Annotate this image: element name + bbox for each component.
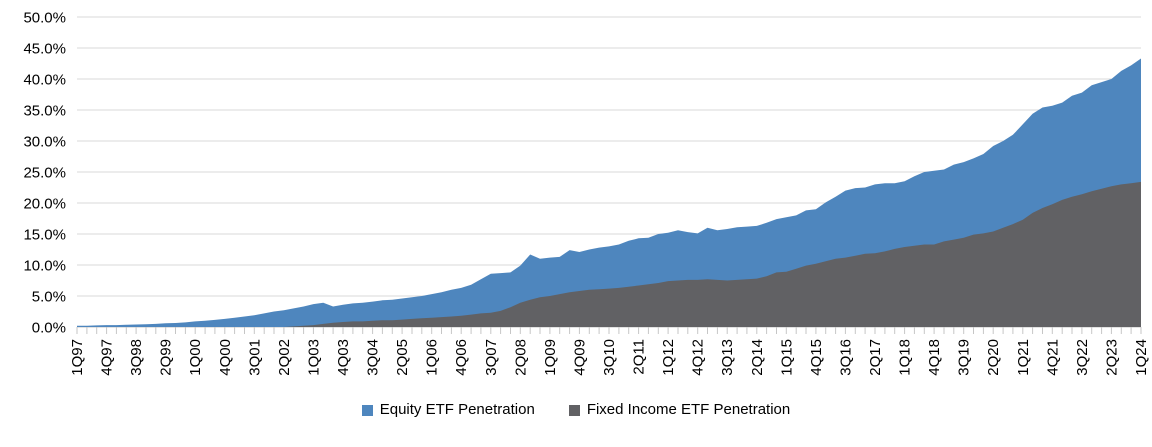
svg-text:3Q13: 3Q13 <box>719 339 736 376</box>
svg-text:50.0%: 50.0% <box>23 10 66 27</box>
svg-text:1Q06: 1Q06 <box>424 339 441 376</box>
svg-text:3Q98: 3Q98 <box>128 339 145 376</box>
svg-text:2Q23: 2Q23 <box>1103 339 1120 376</box>
svg-text:4Q06: 4Q06 <box>453 339 470 376</box>
chart-legend: Equity ETF Penetration Fixed Income ETF … <box>0 401 1152 419</box>
equity-legend-swatch-icon <box>361 404 373 416</box>
svg-text:3Q04: 3Q04 <box>365 339 382 376</box>
svg-text:4Q21: 4Q21 <box>1044 339 1061 376</box>
svg-text:20.0%: 20.0% <box>23 196 66 213</box>
svg-text:2Q14: 2Q14 <box>749 339 766 376</box>
svg-text:1Q15: 1Q15 <box>778 339 795 376</box>
x-axis-ticks <box>76 327 1142 334</box>
svg-text:1Q24: 1Q24 <box>1133 339 1150 376</box>
fixed-income-legend-swatch-icon <box>568 404 580 416</box>
legend-item-equity: Equity ETF Penetration <box>361 401 535 419</box>
svg-text:15.0%: 15.0% <box>23 227 66 244</box>
svg-text:3Q22: 3Q22 <box>1074 339 1091 376</box>
x-axis-labels: 1Q97 4Q97 3Q98 2Q99 1Q00 4Q00 3Q01 2Q02 1Q03 4Q03… <box>69 339 1150 376</box>
svg-text:4Q12: 4Q12 <box>690 339 707 376</box>
legend-item-fixed-income: Fixed Income ETF Penetration <box>568 401 791 419</box>
svg-text:4Q18: 4Q18 <box>926 339 943 376</box>
svg-text:1Q09: 1Q09 <box>542 339 559 376</box>
svg-text:3Q19: 3Q19 <box>956 339 973 376</box>
svg-text:3Q16: 3Q16 <box>837 339 854 376</box>
svg-text:1Q97: 1Q97 <box>69 339 86 376</box>
svg-text:2Q11: 2Q11 <box>631 339 648 375</box>
svg-text:2Q02: 2Q02 <box>276 339 293 376</box>
y-gridlines <box>77 16 1141 328</box>
svg-text:10.0%: 10.0% <box>23 258 66 275</box>
svg-text:30.0%: 30.0% <box>23 134 66 151</box>
svg-text:25.0%: 25.0% <box>23 165 66 182</box>
y-axis-labels: 0.0% 5.0% 10.0% 15.0% 20.0% 25.0% 30.0% 35.0% 40… <box>23 10 66 337</box>
svg-text:2Q99: 2Q99 <box>158 339 175 376</box>
area-series <box>77 58 1141 327</box>
area-fixed-income <box>77 181 1141 327</box>
svg-text:3Q10: 3Q10 <box>601 339 618 376</box>
svg-text:4Q00: 4Q00 <box>217 339 234 376</box>
svg-text:4Q09: 4Q09 <box>571 339 588 376</box>
svg-text:40.0%: 40.0% <box>23 72 66 89</box>
fixed-income-legend-label: Fixed Income ETF Penetration <box>586 401 791 418</box>
svg-text:0.0%: 0.0% <box>32 320 66 337</box>
svg-text:1Q03: 1Q03 <box>305 339 322 376</box>
svg-text:35.0%: 35.0% <box>23 103 66 120</box>
svg-text:45.0%: 45.0% <box>23 41 66 58</box>
svg-text:3Q01: 3Q01 <box>246 339 263 376</box>
svg-text:4Q97: 4Q97 <box>99 339 116 376</box>
svg-text:1Q00: 1Q00 <box>187 339 204 376</box>
svg-text:1Q21: 1Q21 <box>1015 339 1032 376</box>
svg-text:4Q15: 4Q15 <box>808 339 825 376</box>
svg-text:2Q08: 2Q08 <box>512 339 529 376</box>
equity-legend-label: Equity ETF Penetration <box>379 401 535 418</box>
svg-text:1Q18: 1Q18 <box>897 339 914 376</box>
svg-text:2Q20: 2Q20 <box>985 339 1002 376</box>
svg-text:5.0%: 5.0% <box>32 289 66 306</box>
svg-text:4Q03: 4Q03 <box>335 339 352 376</box>
svg-text:3Q07: 3Q07 <box>483 339 500 376</box>
svg-text:2Q17: 2Q17 <box>867 339 884 376</box>
svg-text:1Q12: 1Q12 <box>660 339 677 376</box>
svg-text:2Q05: 2Q05 <box>394 339 411 376</box>
